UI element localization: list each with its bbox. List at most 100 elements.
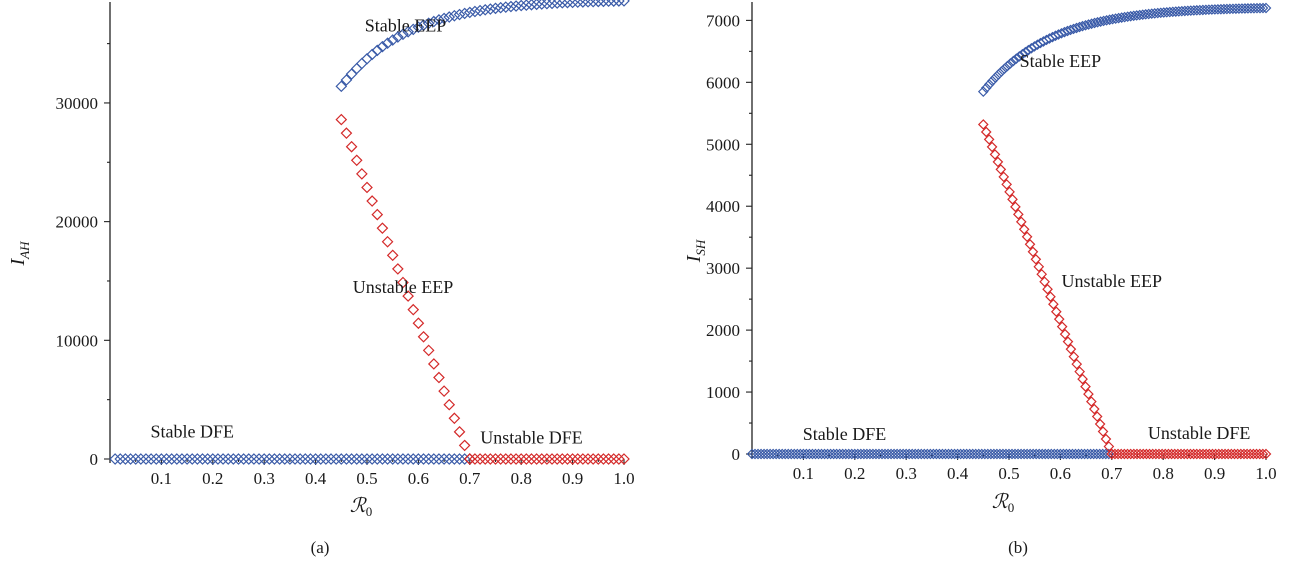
data-point: [309, 453, 322, 465]
x-tick-label: 0.5: [356, 469, 377, 488]
data-point: [1222, 448, 1234, 460]
data-point: [1091, 448, 1103, 460]
data-point: [582, 453, 594, 465]
data-point: [571, 0, 584, 9]
data-point: [1194, 448, 1206, 460]
data-point: [109, 453, 121, 465]
data-point: [525, 0, 538, 11]
data-point: [1147, 448, 1159, 460]
data-point: [1169, 448, 1181, 460]
data-point: [294, 453, 307, 465]
data-point: [1153, 448, 1165, 460]
data-point: [356, 453, 368, 465]
data-point: [997, 448, 1009, 460]
data-point: [1173, 6, 1185, 17]
data-point: [448, 9, 461, 22]
data-point: [1007, 194, 1018, 205]
panel-label: (b): [1008, 538, 1028, 557]
data-point: [1071, 22, 1082, 34]
data-point: [381, 37, 394, 50]
data-point: [1185, 5, 1197, 16]
data-point: [356, 168, 368, 180]
data-point: [541, 453, 553, 465]
data-point: [356, 57, 368, 70]
series-stable-eep: [335, 0, 630, 93]
data-point: [1251, 2, 1263, 14]
y-tick-label: 0: [90, 450, 99, 469]
data-point: [561, 0, 574, 9]
data-point: [1045, 448, 1057, 460]
data-point: [1089, 17, 1100, 29]
data-point: [1209, 4, 1221, 15]
data-point: [807, 448, 818, 460]
data-point: [761, 448, 773, 460]
data-point: [618, 453, 630, 465]
data-point: [397, 276, 409, 289]
data-point: [1086, 396, 1097, 407]
data-point: [484, 453, 497, 465]
data-point: [160, 453, 173, 465]
data-point: [422, 344, 435, 357]
data-point: [510, 453, 522, 465]
data-point: [417, 330, 430, 343]
data-point: [335, 80, 348, 93]
data-point: [1082, 448, 1093, 460]
data-point: [1080, 19, 1091, 31]
data-point: [1094, 448, 1106, 460]
data-point: [1033, 261, 1045, 273]
data-point: [587, 0, 600, 8]
y-axis-title: IAH: [7, 241, 32, 267]
data-point: [1020, 46, 1031, 58]
data-point: [366, 195, 378, 207]
data-point: [1150, 448, 1162, 460]
data-point: [1239, 3, 1251, 14]
data-point: [1033, 448, 1045, 460]
x-tick-label: 0.4: [947, 464, 969, 483]
data-point: [1061, 448, 1072, 460]
data-point: [1224, 3, 1236, 15]
data-point: [1170, 6, 1182, 17]
data-point: [855, 448, 867, 460]
data-point: [885, 448, 897, 460]
data-point: [876, 448, 888, 460]
data-point: [1068, 23, 1079, 35]
data-point: [381, 453, 394, 465]
data-point: [1013, 208, 1024, 220]
data-point: [458, 439, 471, 452]
data-point: [837, 448, 849, 460]
data-point: [1083, 19, 1094, 30]
y-tick-label: 7000: [706, 11, 740, 30]
x-tick-label: 0.1: [151, 469, 172, 488]
data-point: [1257, 448, 1269, 460]
data-point: [1112, 448, 1124, 460]
data-point: [1159, 448, 1171, 460]
y-tick-label: 2000: [706, 321, 740, 340]
data-point: [1080, 381, 1091, 392]
data-point: [391, 453, 404, 465]
data-point: [227, 453, 240, 465]
data-point: [1227, 3, 1239, 15]
data-point: [810, 448, 821, 460]
data-point: [1166, 448, 1177, 460]
data-point: [114, 453, 127, 465]
data-point: [613, 453, 625, 465]
data-point: [831, 448, 843, 460]
data-point: [237, 453, 250, 465]
data-point: [1204, 448, 1215, 460]
data-point: [764, 448, 776, 460]
data-point: [140, 453, 152, 465]
data-point: [212, 453, 224, 465]
data-point: [1073, 448, 1084, 460]
data-point: [986, 75, 998, 87]
data-point: [1064, 448, 1075, 460]
data-point: [484, 3, 497, 15]
data-point: [1048, 298, 1059, 310]
x-tick-label: 0.7: [1101, 464, 1123, 483]
data-point: [1062, 25, 1073, 37]
data-point: [463, 6, 476, 19]
data-point: [422, 453, 435, 465]
data-point: [299, 453, 312, 465]
data-point: [330, 453, 343, 465]
data-point: [858, 448, 870, 460]
